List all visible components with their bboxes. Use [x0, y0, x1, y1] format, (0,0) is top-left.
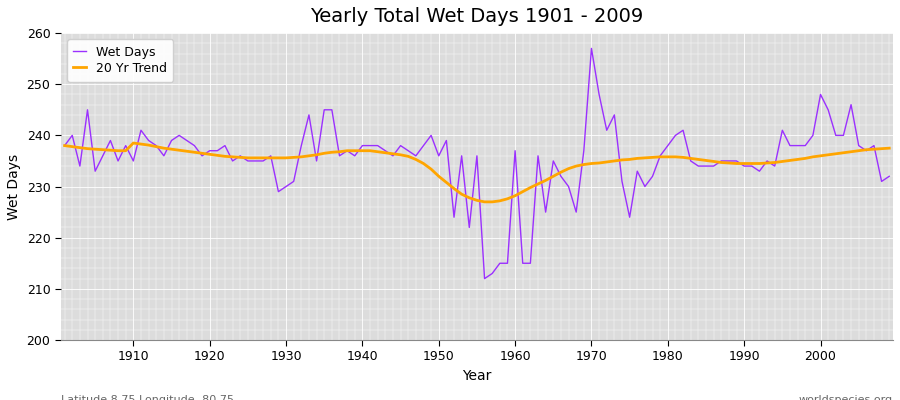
Wet Days: [59, 143, 70, 148]
Wet Days: [121, 143, 131, 148]
Wet Days: [518, 261, 528, 266]
Text: Latitude 8.75 Longitude -80.75: Latitude 8.75 Longitude -80.75: [61, 395, 234, 400]
20 Yr Trend: [296, 154, 307, 159]
Wet Days: [479, 276, 490, 281]
X-axis label: Year: Year: [463, 369, 491, 383]
20 Yr Trend: [525, 185, 535, 190]
Wet Days: [616, 179, 627, 184]
Y-axis label: Wet Days: Wet Days: [7, 154, 21, 220]
Wet Days: [334, 154, 345, 158]
20 Yr Trend: [479, 200, 490, 204]
Title: Yearly Total Wet Days 1901 - 2009: Yearly Total Wet Days 1901 - 2009: [310, 7, 644, 26]
Wet Days: [288, 179, 299, 184]
20 Yr Trend: [616, 158, 627, 162]
20 Yr Trend: [884, 146, 895, 150]
20 Yr Trend: [342, 148, 353, 153]
Wet Days: [586, 46, 597, 51]
20 Yr Trend: [59, 143, 70, 148]
Wet Days: [509, 148, 520, 153]
Text: worldspecies.org: worldspecies.org: [799, 395, 893, 400]
20 Yr Trend: [121, 148, 131, 153]
20 Yr Trend: [518, 189, 528, 194]
20 Yr Trend: [128, 141, 139, 146]
Line: 20 Yr Trend: 20 Yr Trend: [65, 143, 889, 202]
Wet Days: [884, 174, 895, 179]
Legend: Wet Days, 20 Yr Trend: Wet Days, 20 Yr Trend: [67, 39, 173, 82]
Line: Wet Days: Wet Days: [65, 48, 889, 279]
